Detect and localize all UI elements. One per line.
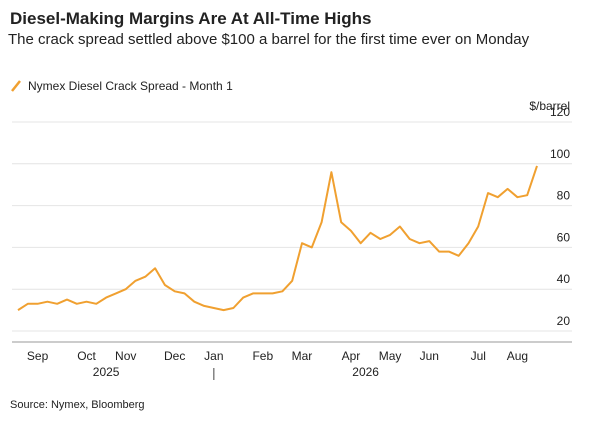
source: Source: Nymex, Bloomberg	[10, 399, 145, 411]
y-tick-label: 80	[557, 189, 571, 203]
chart-subtitle: The crack spread settled above $100 a ba…	[8, 31, 530, 48]
x-tick-label: Aug	[507, 349, 528, 363]
y-tick-label: 120	[550, 105, 570, 119]
chart-title: Diesel-Making Margins Are At All-Time Hi…	[10, 9, 371, 28]
legend-label: Nymex Diesel Crack Spread - Month 1	[28, 79, 233, 93]
x-tick-label: Apr	[342, 349, 361, 363]
x-tick-label: Jan	[204, 349, 223, 363]
x-tick-label: Jun	[420, 349, 439, 363]
year-label: 2025	[93, 365, 120, 379]
x-tick-label: Oct	[77, 349, 96, 363]
x-tick-label: Mar	[292, 349, 313, 363]
y-axis-label: $/barrel	[529, 99, 570, 113]
x-tick-label: Feb	[252, 349, 273, 363]
y-tick-label: 60	[557, 230, 571, 244]
y-tick-label: 40	[557, 272, 571, 286]
legend-swatch	[11, 80, 21, 92]
data-line	[17, 165, 538, 312]
year-label: 2026	[352, 365, 379, 379]
x-tick-label: Nov	[115, 349, 136, 363]
x-tick-label: Jul	[471, 349, 486, 363]
x-tick-label: May	[379, 349, 402, 363]
x-tick-label: Dec	[164, 349, 185, 363]
subtitle-box: The crack spread settled above $100 a ba…	[8, 31, 530, 48]
x-tick-label: Sep	[27, 349, 49, 363]
y-tick-label: 20	[557, 314, 571, 328]
y-tick-label: 100	[550, 147, 570, 161]
